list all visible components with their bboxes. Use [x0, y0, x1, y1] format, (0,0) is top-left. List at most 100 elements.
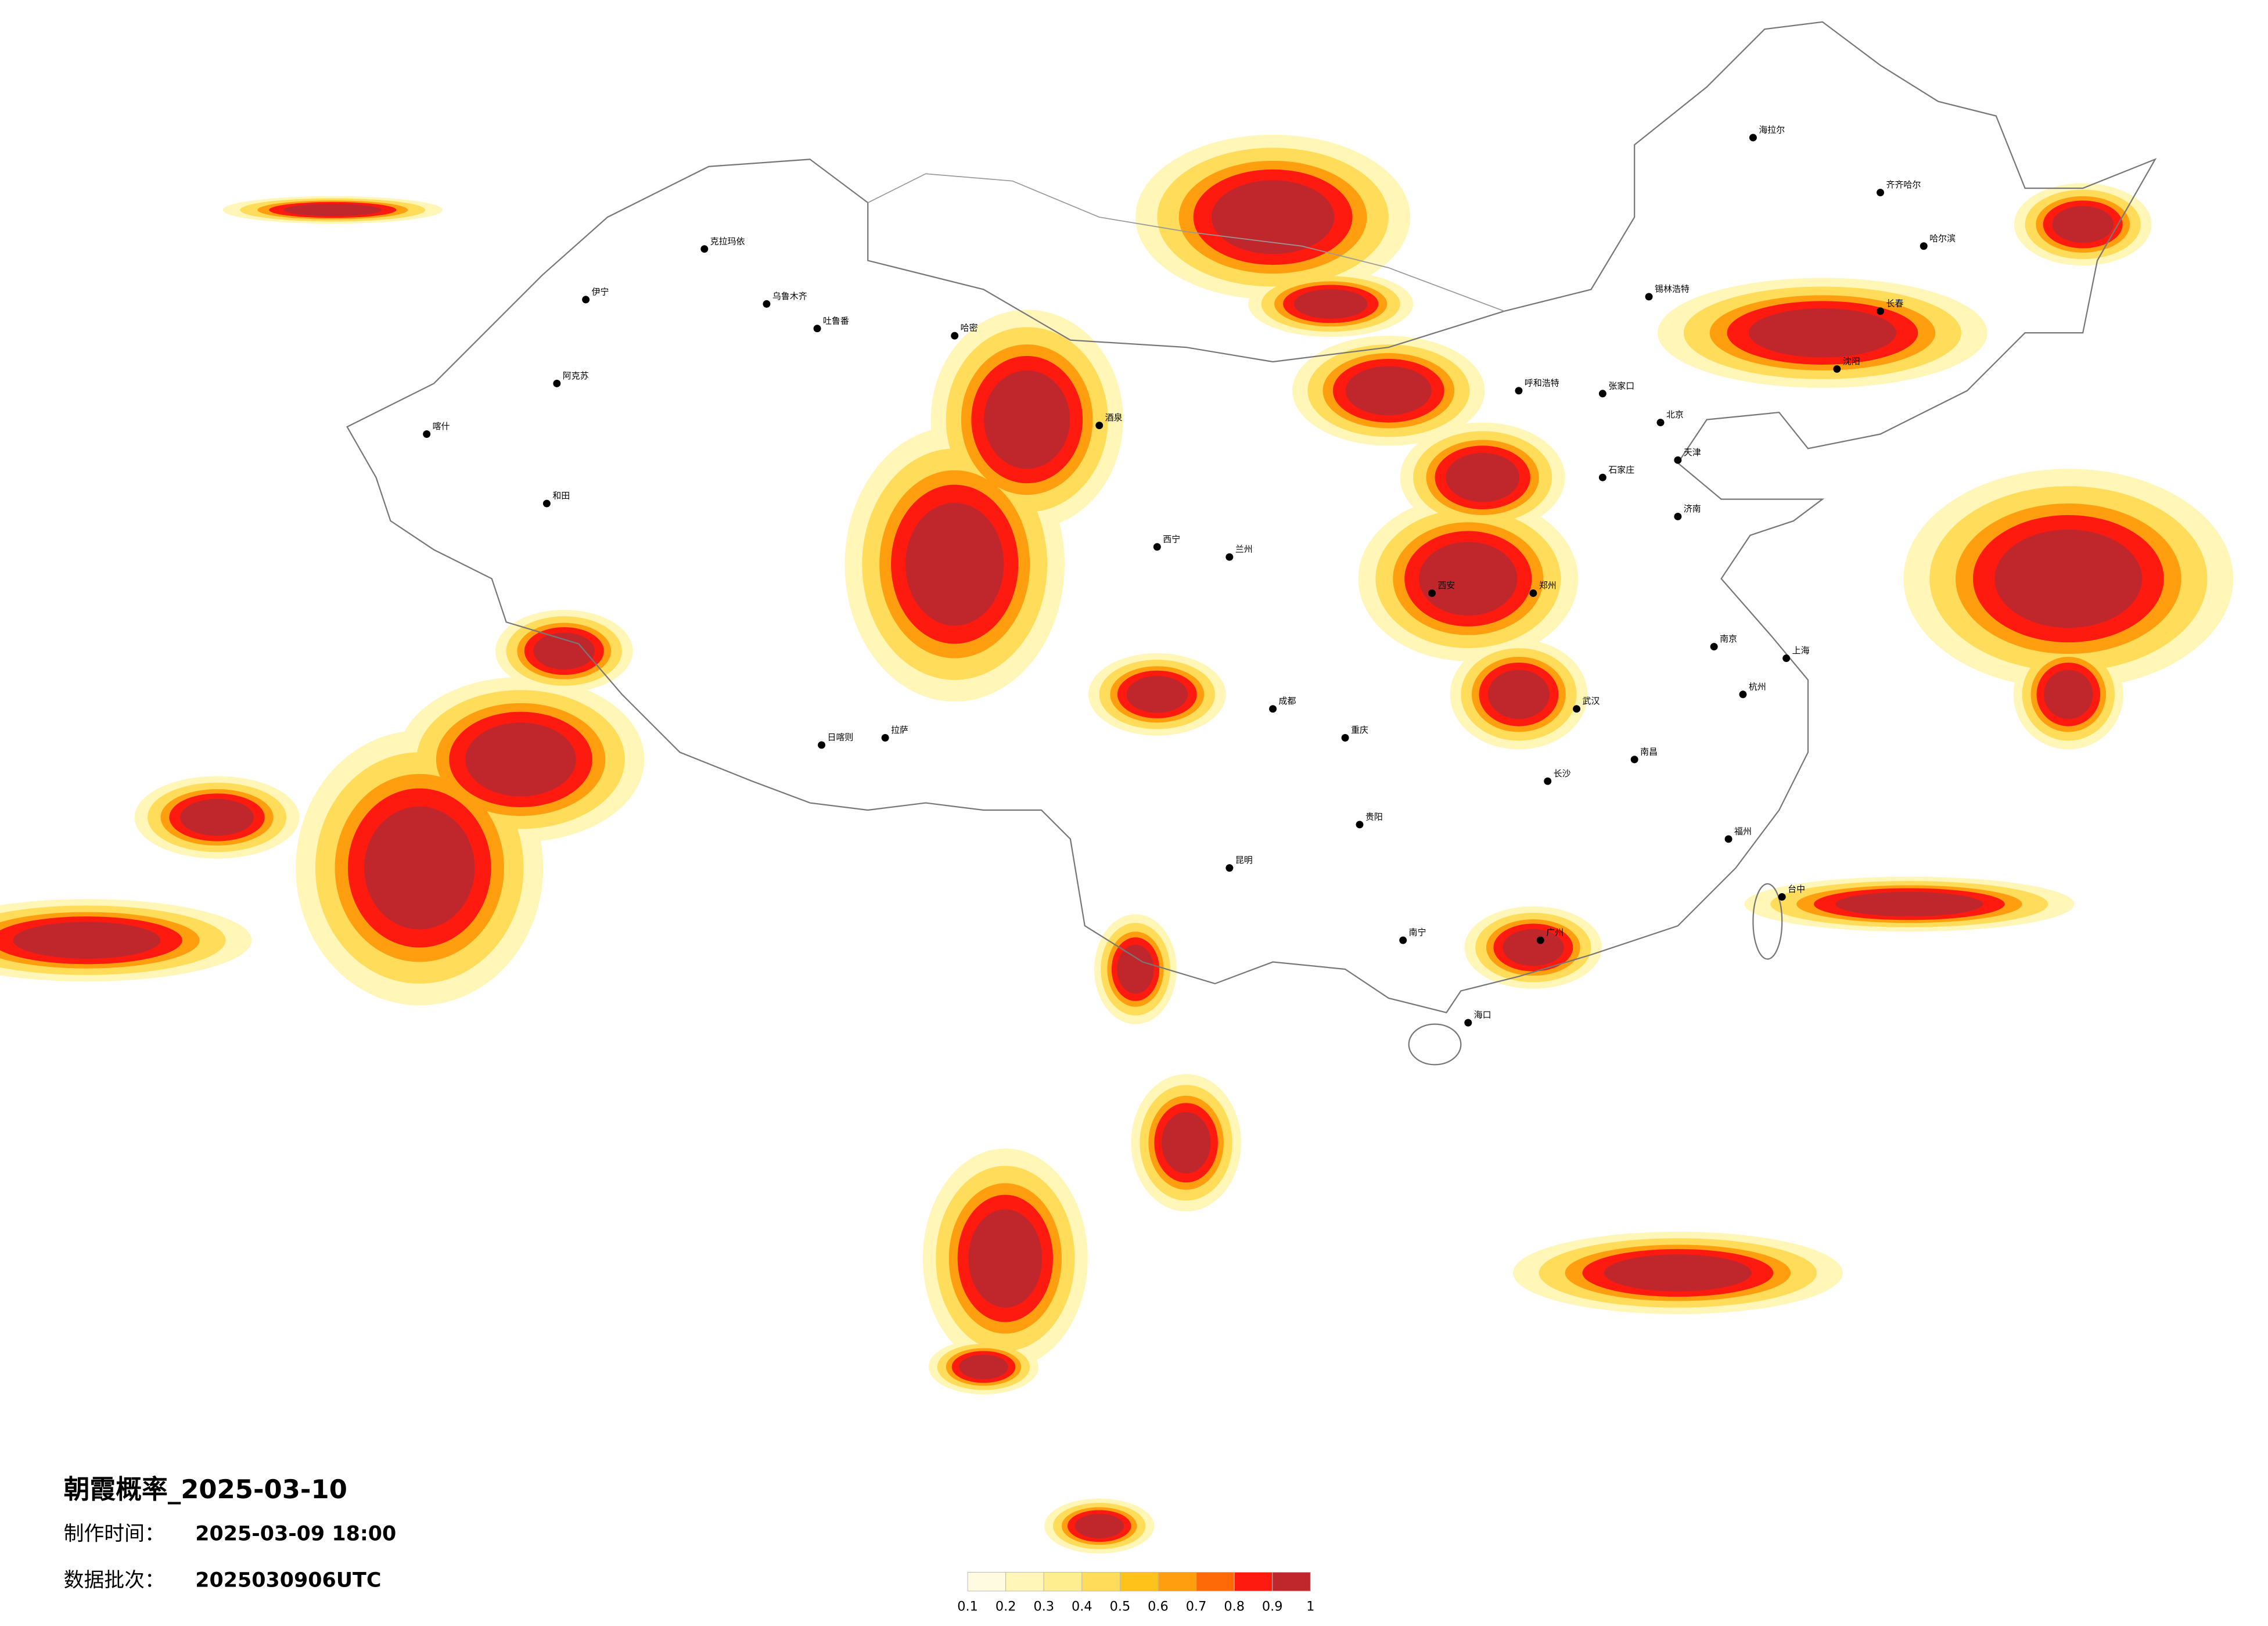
legend-swatch [1043, 1571, 1083, 1592]
legend-swatch [967, 1571, 1007, 1592]
city-dot [1877, 189, 1885, 197]
city-dot [1920, 242, 1928, 250]
legend-tick-label: 0.3 [1033, 1599, 1054, 1614]
probability-patch [180, 798, 254, 836]
probability-patch [959, 1354, 1008, 1380]
probability-patch [1126, 676, 1188, 713]
batch: 2025030906UTC [195, 1569, 381, 1592]
legend: 0.1 0.2 0.3 0.4 0.5 0.6 0.7 0.8 0.9 1 [957, 1571, 1314, 1614]
legend-swatch [1081, 1571, 1120, 1592]
legend-swatch [1272, 1571, 1311, 1592]
city-label: 海拉尔 [1759, 125, 1785, 135]
city-label: 锡林浩特 [1655, 283, 1690, 294]
legend-swatch [1196, 1571, 1235, 1592]
city-label: 天津 [1684, 447, 1701, 458]
city-label: 乌鲁木齐 [772, 291, 807, 301]
city-label: 北京 [1666, 409, 1684, 420]
probability-patch [1211, 180, 1335, 254]
city-dot [1544, 777, 1552, 785]
city-label: 吐鲁番 [823, 315, 849, 326]
city-label: 日喀则 [828, 732, 854, 742]
probability-patch [1446, 452, 1520, 502]
city-dot [951, 332, 959, 340]
city-dot [582, 296, 590, 304]
city-label: 昆明 [1235, 855, 1253, 865]
city-label: 克拉玛依 [710, 236, 745, 246]
city-dot [1877, 307, 1885, 315]
city-label: 南昌 [1640, 746, 1658, 757]
city-dot [1356, 821, 1364, 829]
probability-patch [2043, 670, 2093, 720]
probability-patch [984, 370, 1070, 469]
city-label: 齐齐哈尔 [1886, 179, 1921, 190]
city-dot [1630, 756, 1638, 764]
legend-swatch [1234, 1571, 1273, 1592]
made-label: 制作时间： [64, 1523, 165, 1546]
city-label: 石家庄 [1608, 465, 1634, 475]
city-label: 南京 [1720, 634, 1737, 644]
city-dot [1656, 419, 1665, 427]
city-label: 贵阳 [1365, 811, 1383, 822]
city-dot [1573, 705, 1581, 713]
probability-patch [1074, 1513, 1124, 1538]
legend-tick-label: 0.1 [957, 1599, 978, 1614]
probability-patch [364, 806, 475, 930]
city-label: 长春 [1886, 298, 1904, 308]
city-label: 兰州 [1235, 544, 1253, 555]
city-dot [542, 499, 551, 508]
city-dot [1645, 293, 1653, 301]
city-dot [1529, 589, 1537, 597]
city-label: 成都 [1279, 696, 1296, 706]
city-label: 重庆 [1351, 725, 1368, 735]
city-label: 喀什 [433, 421, 450, 431]
probability-patch [1835, 891, 1983, 917]
made-time: 2025-03-09 18:00 [195, 1523, 396, 1546]
legend-swatch [1005, 1571, 1044, 1592]
city-label: 台中 [1788, 884, 1805, 894]
probability-patch [1488, 670, 1550, 720]
legend-tick-label: 0.4 [1072, 1599, 1092, 1614]
city-dot [1778, 893, 1786, 901]
city-label: 福州 [1734, 826, 1752, 836]
probability-field [0, 134, 2234, 1554]
city-dot [700, 245, 709, 253]
city-dot [1536, 936, 1544, 944]
city-dot [1153, 543, 1161, 551]
probability-patch [13, 922, 161, 959]
city-dot [1724, 835, 1733, 843]
legend-tick-label: 0.6 [1148, 1599, 1169, 1614]
probability-patch [1293, 289, 1368, 319]
city-dot [1464, 1019, 1472, 1027]
probability-patch [1117, 944, 1154, 994]
city-label: 拉萨 [891, 725, 908, 735]
map-title: 朝霞概率_2025-03-10 [64, 1474, 347, 1505]
city-label: 呼和浩特 [1525, 377, 1559, 388]
legend-tick-label: 0.7 [1186, 1599, 1207, 1614]
city-dot [1674, 512, 1682, 520]
city-label: 郑州 [1539, 580, 1557, 591]
country-outline [346, 21, 2157, 1013]
probability-patch [1748, 308, 1896, 358]
city-label: 哈密 [961, 323, 978, 333]
city-label: 海口 [1474, 1010, 1491, 1020]
city-dot [1225, 864, 1234, 872]
city-label: 阿克苏 [563, 370, 589, 381]
city-label: 沈阳 [1843, 356, 1860, 366]
city-dot [1710, 643, 1718, 651]
probability-patch [1994, 529, 2143, 628]
city-label: 哈尔滨 [1929, 233, 1956, 243]
probability-patch [1419, 542, 1518, 616]
batch-label: 数据批次： [64, 1569, 165, 1592]
city-dot [1598, 390, 1606, 398]
city-label: 南宁 [1409, 927, 1426, 938]
mongolia-border [867, 173, 1505, 312]
city-dot [818, 741, 826, 749]
taiwan [1752, 883, 1783, 960]
probability-patch [283, 203, 382, 217]
city-label: 西宁 [1163, 534, 1180, 544]
legend-swatch [1119, 1571, 1159, 1592]
city-dot [1674, 456, 1682, 464]
city-dot [763, 300, 771, 308]
